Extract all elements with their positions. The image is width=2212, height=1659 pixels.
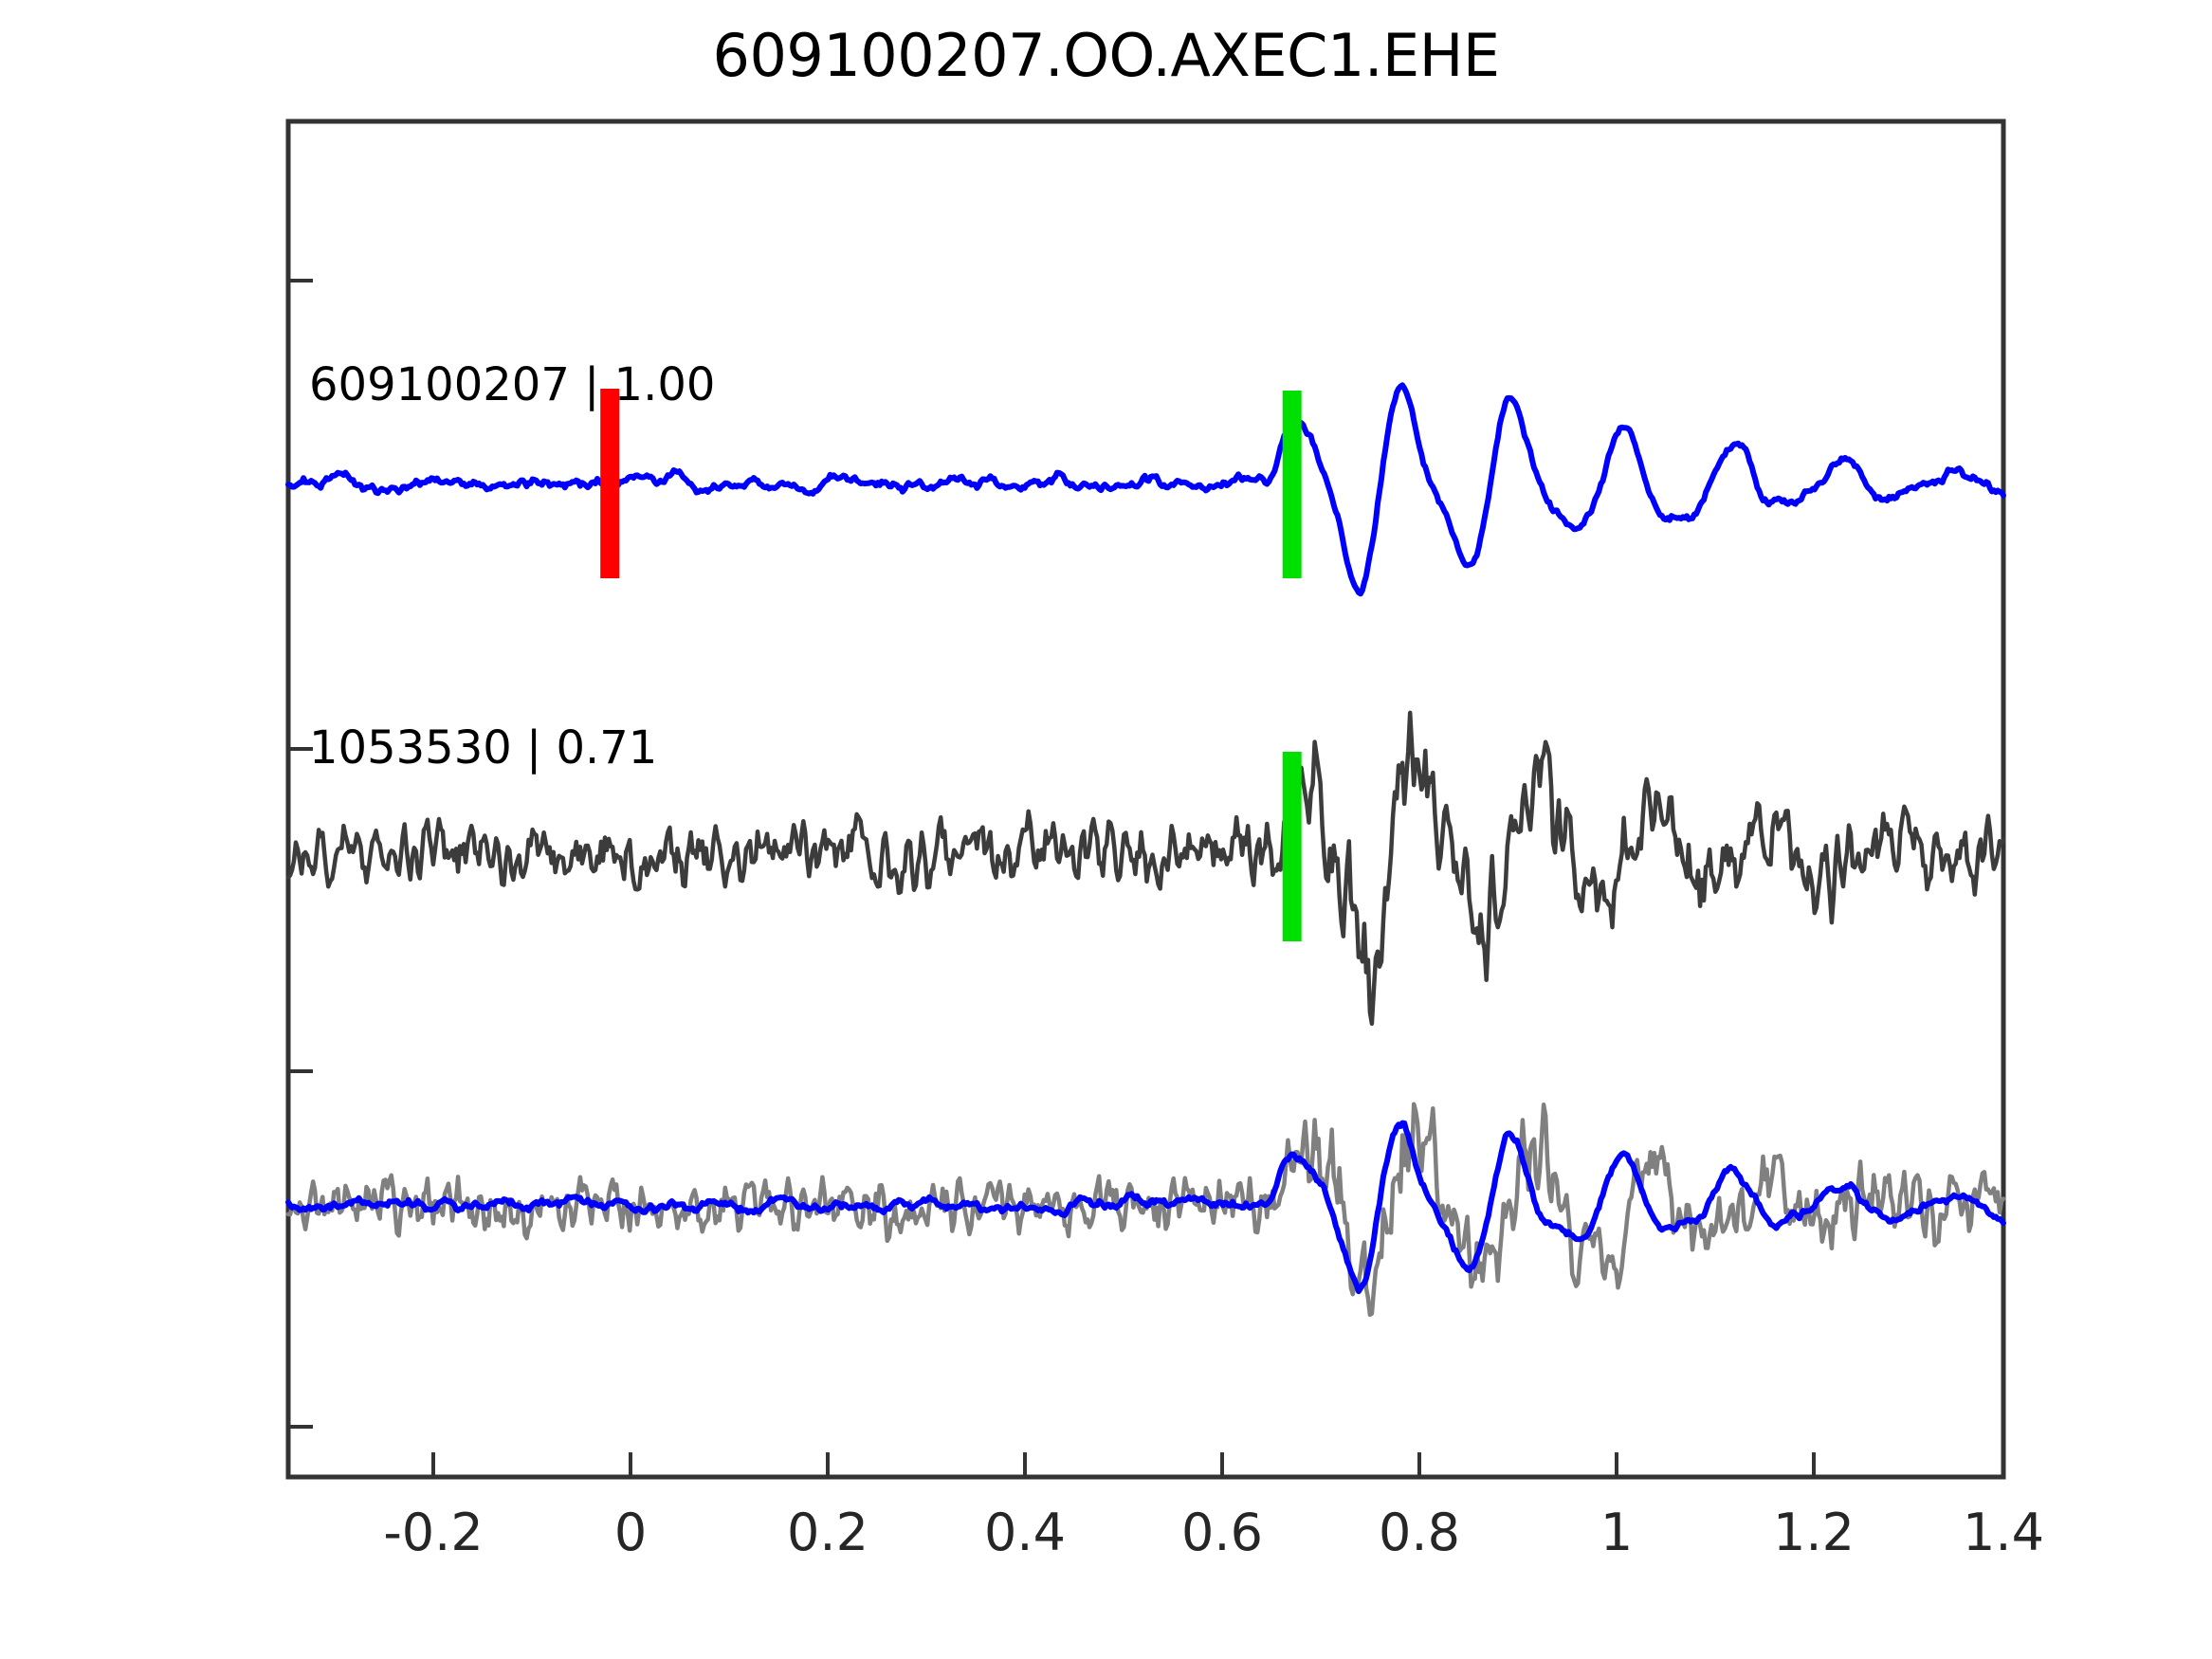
plot-frame bbox=[285, 118, 2006, 1480]
pick-red-origin bbox=[600, 389, 620, 578]
x-tick-label: 0.8 bbox=[1379, 1503, 1460, 1562]
page-title: 609100207.OO.AXEC1.EHE bbox=[712, 21, 1501, 90]
x-tick-label: 1.4 bbox=[1963, 1503, 2044, 1562]
trace-2-label: 1053530 | 0.71 bbox=[309, 721, 657, 775]
x-tick-label: 0.4 bbox=[984, 1503, 1066, 1562]
waveform-trace-609100207 bbox=[285, 382, 2006, 597]
waveform-trace-609100207-overlay bbox=[285, 1120, 2006, 1295]
pick-markers bbox=[600, 389, 1302, 941]
x-tick-label: 1 bbox=[1600, 1503, 1633, 1562]
waveform-traces bbox=[285, 382, 2006, 1318]
pick-green-arrival-trace2 bbox=[1282, 752, 1302, 941]
waveform-trace-1053530-overlay bbox=[285, 1102, 2006, 1318]
x-tick-label: 1.2 bbox=[1773, 1503, 1855, 1562]
trace-1-label: 609100207 | 1.00 bbox=[309, 358, 715, 411]
x-tick-label: -0.2 bbox=[383, 1503, 483, 1562]
waveform-trace-1053530 bbox=[285, 710, 2006, 1027]
x-tick-label: 0.2 bbox=[787, 1503, 868, 1562]
y-axis-ticks bbox=[288, 279, 313, 1429]
x-axis-ticks bbox=[431, 1452, 2005, 1477]
x-tick-label: 0.6 bbox=[1181, 1503, 1263, 1562]
pick-green-arrival-trace1 bbox=[1282, 391, 1302, 578]
x-axis-tick-labels: -0.2 0 0.2 0.4 0.6 0.8 1 1.2 1.4 bbox=[383, 1503, 2044, 1562]
x-tick-label: 0 bbox=[614, 1503, 647, 1562]
